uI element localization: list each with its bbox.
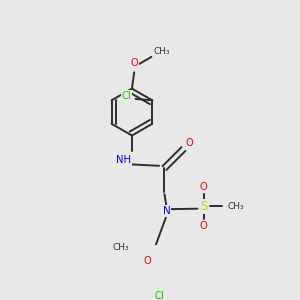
- Text: Cl: Cl: [122, 91, 131, 101]
- Text: S: S: [200, 200, 207, 213]
- Text: CH₃: CH₃: [112, 243, 129, 252]
- Text: N: N: [163, 206, 171, 216]
- Text: O: O: [200, 182, 208, 192]
- Text: CH₃: CH₃: [227, 202, 244, 211]
- Text: O: O: [130, 58, 138, 68]
- Text: CH₃: CH₃: [154, 47, 170, 56]
- Text: Cl: Cl: [154, 291, 164, 300]
- Text: O: O: [143, 256, 151, 266]
- Text: O: O: [200, 221, 208, 231]
- Text: NH: NH: [116, 155, 131, 165]
- Text: O: O: [186, 138, 194, 148]
